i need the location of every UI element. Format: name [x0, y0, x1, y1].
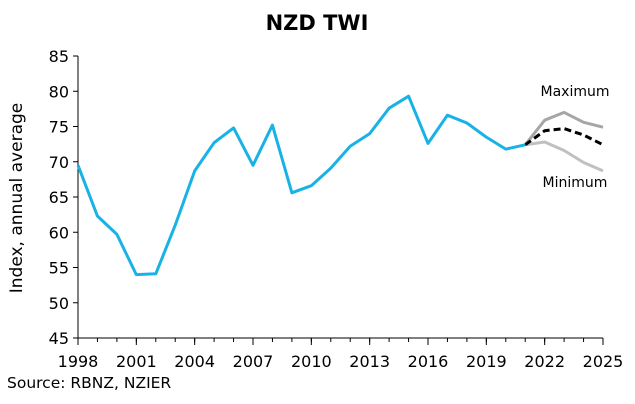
y-tick-label: 85: [49, 47, 69, 66]
series-layer: [76, 94, 604, 277]
x-tick-label: 1998: [58, 352, 99, 371]
x-tick-label: 2022: [524, 352, 565, 371]
series-line-minimum: [524, 140, 604, 173]
y-tick-label: 55: [49, 259, 69, 278]
y-tick-label: 65: [49, 188, 69, 207]
x-tick-label: 2019: [466, 352, 507, 371]
x-tick-label: 2025: [583, 352, 624, 371]
x-tick-label: 2013: [349, 352, 390, 371]
y-tick-label: 45: [49, 329, 69, 348]
axes: 45 50 55 60 65 70 75 80 85 1998 2001 2004 2007 2010 20…: [49, 47, 624, 371]
series-line-history: [76, 94, 526, 277]
series-line-central: [524, 127, 604, 147]
maximum-annotation: Maximum: [541, 84, 610, 100]
y-tick-label: 75: [49, 118, 69, 137]
source-note: Source: RBNZ, NZIER: [7, 374, 172, 392]
series-line-maximum: [524, 110, 604, 146]
minimum-annotation: Minimum: [543, 175, 608, 191]
x-tick-label: 2007: [233, 352, 274, 371]
x-tick-label: 2016: [408, 352, 449, 371]
x-tick-label: 2001: [116, 352, 157, 371]
x-tick-label: 2010: [291, 352, 332, 371]
y-tick-label: 50: [49, 294, 69, 313]
chart-title: NZD TWI: [266, 11, 369, 35]
y-axis-label: Index, annual average: [7, 103, 27, 294]
x-tick-label: 2004: [174, 352, 215, 371]
y-tick-label: 80: [49, 82, 69, 101]
y-tick-label: 60: [49, 223, 69, 242]
y-tick-label: 70: [49, 153, 69, 172]
